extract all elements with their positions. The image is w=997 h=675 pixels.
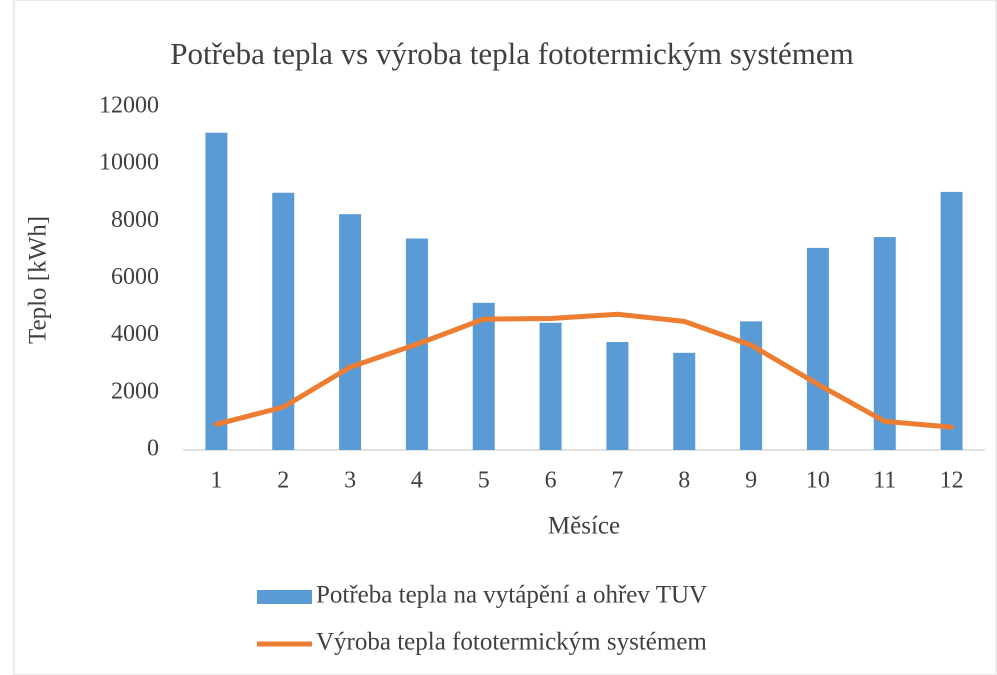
chart-title: Potřeba tepla vs výroba tepla fototermic…	[170, 36, 854, 71]
bar	[472, 302, 495, 450]
bar	[873, 237, 896, 450]
legend-label: Potřeba tepla na vytápění a ohřev TUV	[316, 582, 707, 609]
bar	[539, 322, 562, 450]
bar	[740, 321, 763, 450]
y-tick-label: 4000	[111, 321, 159, 347]
bar	[940, 191, 963, 450]
y-tick-label: 0	[147, 436, 159, 462]
bar	[673, 352, 696, 450]
x-tick-label: 5	[478, 468, 490, 494]
bar	[272, 192, 295, 450]
x-tick-label: 7	[611, 468, 623, 494]
y-tick-label: 8000	[111, 207, 159, 233]
bar	[806, 247, 829, 450]
y-tick-label: 6000	[111, 264, 159, 290]
y-tick-label: 2000	[111, 378, 159, 404]
bar	[205, 132, 228, 450]
x-tick-label: 11	[873, 468, 896, 494]
x-tick-label: 9	[745, 468, 757, 494]
line	[213, 311, 955, 430]
x-tick-label: 2	[277, 468, 289, 494]
y-tick-label: 10000	[99, 150, 159, 176]
legend-swatch	[257, 590, 312, 604]
bar	[606, 341, 629, 450]
bar	[339, 214, 362, 450]
x-tick-label: 12	[940, 468, 964, 494]
x-tick-label: 1	[210, 468, 222, 494]
x-tick-label: 3	[344, 468, 356, 494]
x-tick-label: 4	[411, 468, 423, 494]
x-tick-label: 8	[678, 468, 690, 494]
x-tick-label: 10	[806, 468, 830, 494]
y-axis-label: Teplo [kWh]	[25, 216, 52, 344]
y-tick-label: 12000	[99, 93, 159, 119]
legend-label: Výroba tepla fototermickým systémem	[316, 629, 707, 656]
x-tick-label: 6	[545, 468, 557, 494]
x-axis-label: Měsíce	[548, 513, 620, 540]
chart-frame	[13, 0, 997, 675]
